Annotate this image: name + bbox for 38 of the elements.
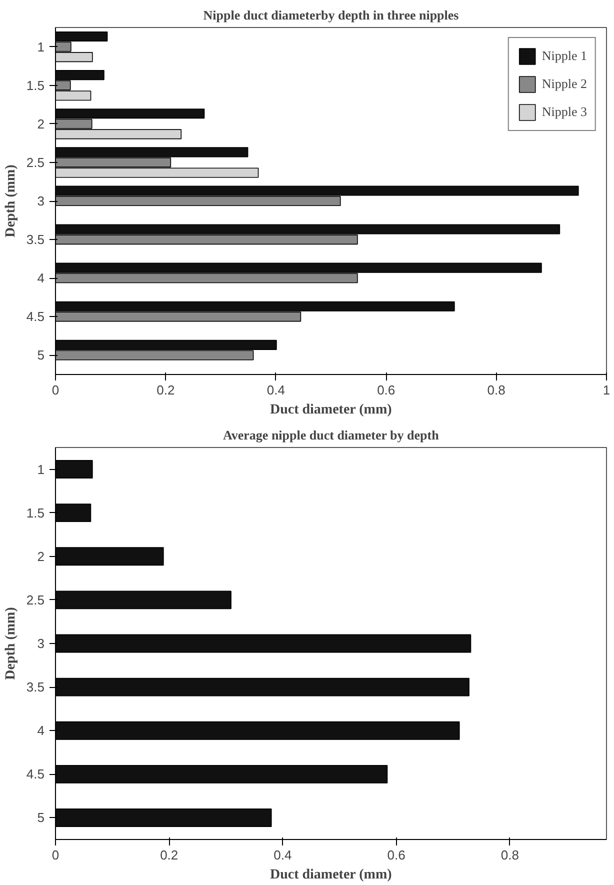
legend-label: Nipple 3 <box>542 104 587 120</box>
y-tick-label: 3.5 <box>26 232 45 248</box>
chart-title: Nipple duct diameterby depth in three nipples <box>203 8 459 22</box>
x-tick-label: 0.6 <box>377 382 396 398</box>
x-tick-label: 0.6 <box>387 848 406 862</box>
x-tick-label: 0.8 <box>500 848 519 862</box>
y-tick-label: 4 <box>37 723 45 738</box>
y-tick-label: 2.5 <box>26 154 45 170</box>
x-tick-label: 0.2 <box>156 382 175 398</box>
x-tick-label: 0.4 <box>274 848 292 862</box>
x-tick-label: 0 <box>52 848 60 862</box>
x-tick-label: 0.2 <box>160 848 178 862</box>
y-axis-title: Depth (mm) <box>3 606 18 680</box>
chart-title: Average nipple duct diameter by depth <box>222 428 440 442</box>
x-axis-title: Duct diameter (mm) <box>270 402 392 418</box>
y-tick-label: 2 <box>37 548 45 564</box>
y-axis-title: Depth (mm) <box>3 164 18 238</box>
y-tick-label: 4 <box>37 270 45 286</box>
y-tick-label: 2.5 <box>26 592 45 608</box>
x-tick-label: 0 <box>52 382 60 398</box>
y-tick-label: 4.5 <box>26 309 45 324</box>
y-tick-label: 5 <box>37 810 45 826</box>
y-tick-label: 3 <box>37 636 45 651</box>
y-tick-label: 2 <box>37 116 45 132</box>
y-tick-label: 1 <box>37 39 45 54</box>
x-tick-label: 0.8 <box>487 382 506 398</box>
x-tick-label: 0.4 <box>266 382 285 398</box>
y-tick-label: 1.5 <box>26 78 45 93</box>
x-tick-label: 1 <box>602 382 610 398</box>
legend-label: Nipple 1 <box>542 48 587 64</box>
x-axis-title: Duct diameter (mm) <box>270 868 392 882</box>
y-tick-label: 3.5 <box>26 680 45 695</box>
legend-label: Nipple 2 <box>542 76 587 92</box>
y-tick-label: 1 <box>37 462 45 477</box>
y-tick-label: 3 <box>37 194 45 208</box>
y-tick-label: 1.5 <box>26 505 45 520</box>
y-tick-label: 5 <box>37 348 45 363</box>
y-tick-label: 4.5 <box>26 766 45 782</box>
